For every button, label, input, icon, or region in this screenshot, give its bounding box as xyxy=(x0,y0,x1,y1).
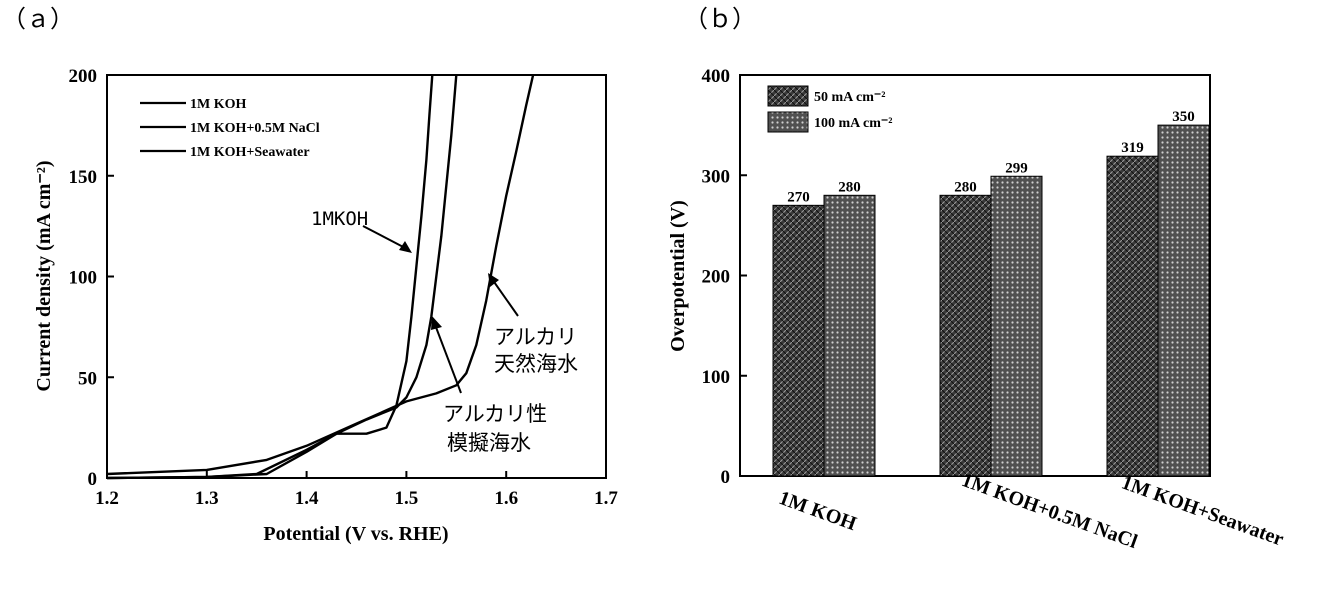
category-labels-b: 1M KOH 1M KOH+0.5M NaCl1M KOH+Seawater xyxy=(776,469,1287,553)
bar-value-label-2-1: 350 xyxy=(1172,109,1195,125)
b-y-tick-label-4: 400 xyxy=(702,66,731,87)
legend-label-50: 50 mA cm⁻² xyxy=(814,90,885,105)
annotation-sim-line2: 模擬海水 xyxy=(447,431,531,455)
legend-label-koh: 1M KOH xyxy=(190,97,246,112)
legend-a: 1M KOH 1M KOH+0.5M NaCl 1M KOH+Seawater xyxy=(140,97,320,160)
x-tick-label-2: 1.4 xyxy=(295,488,319,509)
x-tick-label-3: 1.5 xyxy=(395,488,419,509)
x-tick-label-5: 1.7 xyxy=(594,488,618,509)
category-label-0: 1M KOH xyxy=(776,487,860,535)
bar-0-1 xyxy=(824,195,875,476)
bar-value-label-2-0: 319 xyxy=(1121,140,1144,156)
x-axis-title-a: Potential (V vs. RHE) xyxy=(263,523,448,545)
bar-value-label-1-1: 299 xyxy=(1005,160,1028,176)
arrowhead-1mkoh xyxy=(399,241,412,253)
x-tick-label-4: 1.6 xyxy=(494,488,518,509)
b-y-tick-label-1: 100 xyxy=(702,367,731,388)
y-tick-label-4: 200 xyxy=(69,66,98,87)
y-tick-label-0: 0 xyxy=(88,469,98,490)
annotation-sim-line1: アルカリ性 xyxy=(443,402,547,426)
x-tick-label-0: 1.2 xyxy=(95,488,119,509)
panel-b-label: （ｂ） xyxy=(684,5,756,33)
legend-label-nacl: 1M KOH+0.5M NaCl xyxy=(190,121,320,136)
bar-0-0 xyxy=(773,205,824,476)
y-tick-label-3: 150 xyxy=(69,167,98,188)
bar-2-1 xyxy=(1158,125,1209,476)
bar-value-label-0-0: 270 xyxy=(787,189,810,205)
b-y-tick-label-2: 200 xyxy=(702,267,731,288)
y-tick-label-2: 100 xyxy=(69,268,98,289)
bar-1-1 xyxy=(991,176,1042,476)
legend-label-100: 100 mA cm⁻² xyxy=(814,116,892,131)
b-y-tick-label-0: 0 xyxy=(721,467,731,488)
legend-swatch-100 xyxy=(768,112,808,132)
y-axis-title-b: Overpotential (V) xyxy=(667,200,689,352)
b-y-tick-label-3: 300 xyxy=(702,166,731,187)
arrow-natural xyxy=(492,279,518,316)
category-label-2: 1M KOH+Seawater xyxy=(1119,471,1287,550)
annotations-a: 1MKOH アルカリ性 模擬海水 アルカリ 天然海水 xyxy=(311,208,578,455)
arrow-simulated xyxy=(434,322,461,393)
line-chart: 1.2 1.3 1.4 1.5 1.6 1.7 0 50 100 150 200 Potentia… xyxy=(33,66,618,545)
legend-b: 50 mA cm⁻² 100 mA cm⁻² xyxy=(768,86,892,132)
bar-value-label-1-0: 280 xyxy=(954,179,977,195)
bars-b: 270 280 280 299 319 350 xyxy=(773,109,1209,476)
arrowhead-simulated xyxy=(431,316,442,330)
bar-2-0 xyxy=(1107,156,1158,476)
legend-label-seawater: 1M KOH+Seawater xyxy=(190,145,310,160)
bar-1-0 xyxy=(940,195,991,476)
annotation-1mkoh: 1MKOH xyxy=(311,208,368,230)
annotation-nat-line1: アルカリ xyxy=(494,325,577,349)
annotation-nat-line2: 天然海水 xyxy=(494,352,578,376)
y-tick-label-1: 50 xyxy=(78,368,97,389)
y-axis-title-a: Current density (mA cm⁻²) xyxy=(33,160,55,391)
bar-chart: 0100200300400 270280280299319350 1M KOH1… xyxy=(667,66,1287,553)
legend-swatch-50 xyxy=(768,86,808,106)
panel-a-label: （ａ） xyxy=(2,5,74,33)
bar-value-label-0-1: 280 xyxy=(838,179,861,195)
category-label-1: 1M KOH+0.5M NaCl xyxy=(959,469,1141,553)
x-tick-label-1: 1.3 xyxy=(195,488,219,509)
